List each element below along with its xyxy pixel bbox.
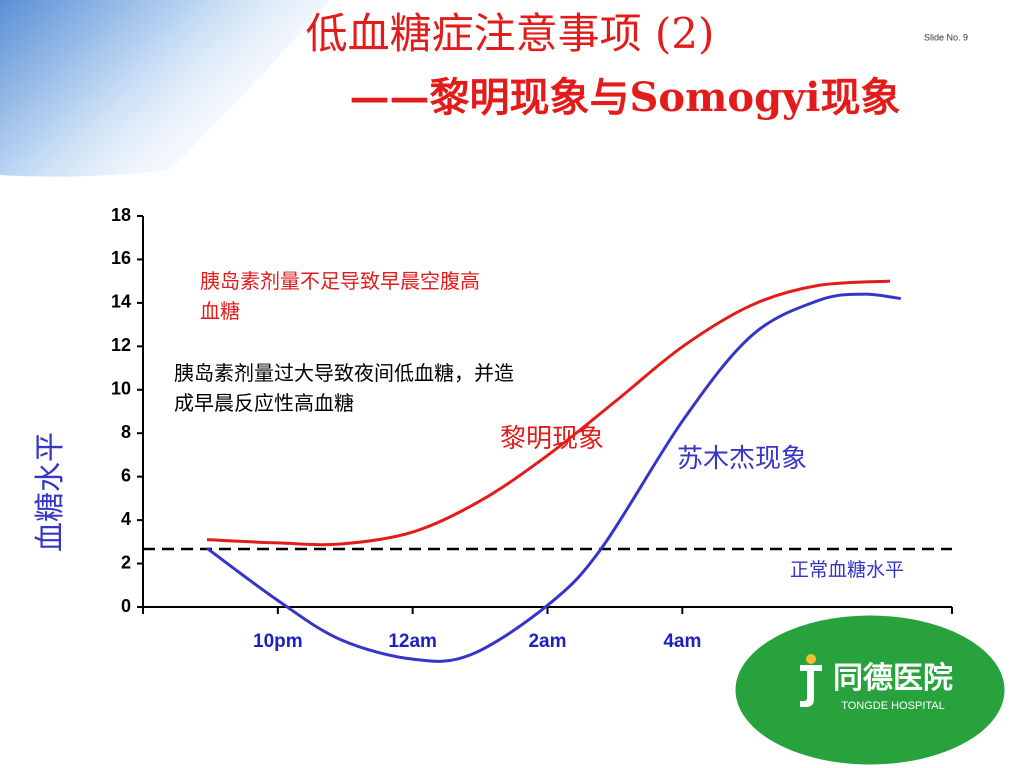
y-tick-label: 0 — [121, 596, 131, 616]
logo-icon — [800, 665, 822, 707]
reference-label: 正常血糖水平 — [790, 559, 905, 581]
logo-name: 同德医院 — [833, 661, 953, 695]
x-tick-label: 10pm — [253, 631, 303, 652]
y-tick-label: 4 — [121, 509, 131, 529]
x-tick-label: 4am — [663, 631, 701, 652]
subtitle: ——黎明现象与Somogyi现象 — [349, 74, 901, 121]
y-tick-label: 14 — [111, 292, 131, 312]
logo-subtitle: TONGDE HOSPITAL — [841, 700, 945, 712]
annotation: 胰岛素剂量不足导致早晨空腹高血糖 — [200, 269, 480, 323]
x-tick-label: 2am — [528, 631, 566, 652]
y-tick-label: 16 — [111, 248, 131, 268]
series-label: 黎明现象 — [500, 424, 605, 454]
y-tick-label: 12 — [111, 335, 131, 355]
series-label: 苏木杰现象 — [677, 444, 808, 474]
y-tick-label: 2 — [121, 552, 131, 572]
x-tick-label: 12am — [388, 631, 437, 652]
line-series — [206, 279, 891, 547]
y-axis-label: 血糖水平 — [33, 432, 68, 552]
y-tick-label: 8 — [121, 422, 131, 442]
annotation: 胰岛素剂量过大导致夜间低血糖，并造成早晨反应性高血糖 — [174, 361, 514, 415]
logo-badge — [732, 612, 1008, 768]
y-tick-label: 10 — [111, 379, 131, 399]
line-series — [206, 292, 901, 663]
slide-number: Slide No. 9 — [924, 32, 968, 42]
y-tick-label: 18 — [111, 205, 131, 225]
logo-dot — [806, 654, 816, 664]
background-sky — [0, 0, 330, 177]
y-tick-label: 6 — [121, 465, 131, 485]
title: 低血糖症注意事项 (2) — [305, 9, 715, 58]
